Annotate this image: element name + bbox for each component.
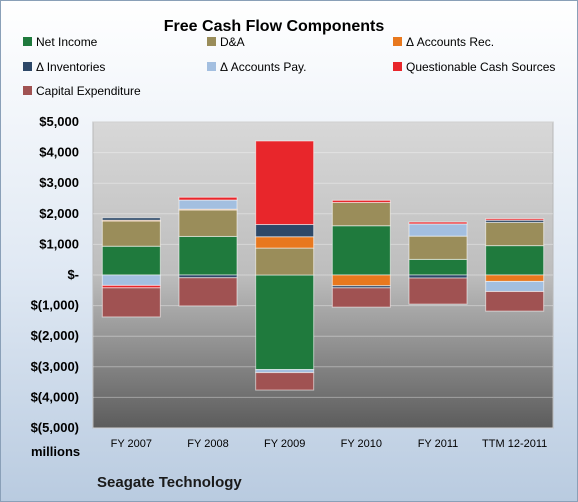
bar-segment [485, 291, 545, 312]
y-tick-label: $(2,000) [31, 328, 79, 343]
bar-segment [485, 274, 545, 282]
legend-entry: Capital Expenditure [36, 84, 141, 98]
y-tick-label: $(5,000) [31, 420, 79, 435]
bar-segment [408, 223, 468, 237]
bar-segment [331, 201, 391, 227]
legend-entry: D&A [220, 35, 245, 49]
legend-entry: Questionable Cash Sources [406, 60, 555, 74]
bar-segment [485, 218, 545, 221]
x-tick-label: FY 2007 [111, 438, 152, 450]
x-axis: FY 2007 FY 2008 FY 2009 FY 2010 FY 2011 TTM 1… [111, 438, 548, 450]
bar-segment [255, 372, 315, 391]
legend-swatch [207, 37, 216, 46]
bar-segment [101, 287, 161, 318]
legend-swatch [393, 62, 402, 71]
bar-segment [485, 280, 545, 293]
legend-swatch [393, 37, 402, 46]
bar-segment [178, 196, 238, 201]
y-tick-label: $- [67, 267, 79, 282]
y-tick-label: $(1,000) [31, 298, 79, 313]
bar-segment [255, 274, 315, 371]
company-name: Seagate Technology [97, 474, 242, 491]
legend-swatch [207, 62, 216, 71]
bar-segment [101, 220, 161, 247]
bar-segment [178, 199, 238, 210]
bar-segment [331, 225, 391, 276]
unit-label: millions [31, 444, 80, 459]
bar-segment [408, 235, 468, 260]
legend-swatch [23, 62, 32, 71]
bar-segment [408, 277, 468, 305]
y-axis: $5,000 $4,000 $3,000 $2,000 $1,000 $- $(1,000)… [31, 114, 79, 435]
bars [101, 140, 545, 391]
x-tick-label: FY 2011 [418, 438, 459, 450]
y-tick-label: $1,000 [39, 236, 79, 251]
bar-segment [255, 224, 315, 238]
bar-segment [331, 287, 391, 308]
legend-entry: Δ Inventories [36, 60, 105, 74]
bar-segment [331, 274, 391, 287]
bar-segment [178, 235, 238, 276]
plot-area [92, 121, 554, 429]
x-tick-label: FY 2010 [341, 438, 382, 450]
y-tick-label: $3,000 [39, 175, 79, 190]
bar-segment [255, 236, 315, 249]
bar-segment [255, 247, 315, 276]
bar-segment [408, 258, 468, 276]
bar-segment [101, 245, 161, 276]
x-tick-label: FY 2008 [187, 438, 228, 450]
legend-entry: Net Income [36, 35, 98, 49]
y-tick-label: $(4,000) [31, 389, 79, 404]
legend: Net Income D&A Δ Accounts Rec. Δ Inventorie… [23, 35, 555, 98]
bar-segment [485, 245, 545, 276]
bar-segment [331, 199, 391, 203]
y-tick-label: $5,000 [39, 114, 79, 129]
chart-title: Free Cash Flow Components [164, 18, 385, 35]
x-tick-label: FY 2009 [264, 438, 305, 450]
legend-swatch [23, 86, 32, 95]
bar-segment [101, 274, 161, 286]
bar-segment [178, 209, 238, 237]
legend-swatch [23, 37, 32, 46]
x-tick-label: TTM 12-2011 [482, 438, 547, 450]
bar-segment [485, 221, 545, 247]
bar-segment [255, 140, 315, 226]
bar-segment [101, 217, 161, 221]
bar-segment [178, 277, 238, 307]
gridlines [93, 121, 553, 429]
legend-entry: Δ Accounts Pay. [220, 60, 307, 74]
bar-segment [408, 221, 468, 225]
legend-entry: Δ Accounts Rec. [406, 35, 494, 49]
y-tick-label: $(3,000) [31, 359, 79, 374]
y-tick-label: $4,000 [39, 145, 79, 160]
y-tick-label: $2,000 [39, 206, 79, 221]
